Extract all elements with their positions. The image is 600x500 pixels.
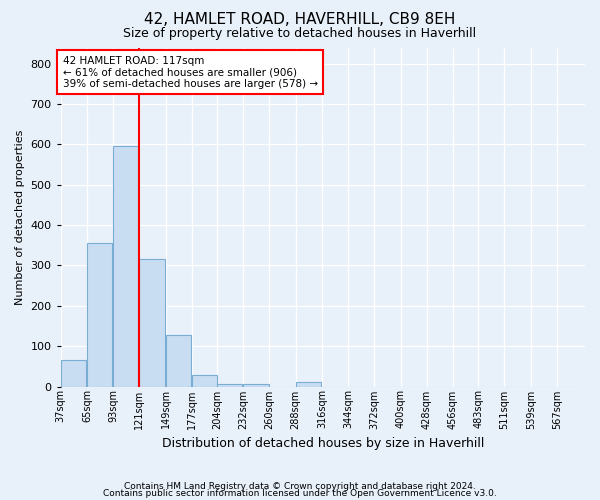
Text: Contains public sector information licensed under the Open Government Licence v3: Contains public sector information licen… [103,490,497,498]
Bar [139,260,164,386]
Text: Size of property relative to detached houses in Haverhill: Size of property relative to detached ho… [124,28,476,40]
Bar [61,360,86,386]
Y-axis label: Number of detached properties: Number of detached properties [15,130,25,304]
Text: Contains HM Land Registry data © Crown copyright and database right 2024.: Contains HM Land Registry data © Crown c… [124,482,476,491]
Text: 42 HAMLET ROAD: 117sqm
← 61% of detached houses are smaller (906)
39% of semi-de: 42 HAMLET ROAD: 117sqm ← 61% of detached… [62,56,318,89]
Bar [192,375,217,386]
Bar [243,384,269,386]
Bar [87,243,112,386]
Bar [217,384,242,386]
Bar [166,335,191,386]
X-axis label: Distribution of detached houses by size in Haverhill: Distribution of detached houses by size … [161,437,484,450]
Text: 42, HAMLET ROAD, HAVERHILL, CB9 8EH: 42, HAMLET ROAD, HAVERHILL, CB9 8EH [145,12,455,28]
Bar [113,146,139,386]
Bar [296,382,321,386]
